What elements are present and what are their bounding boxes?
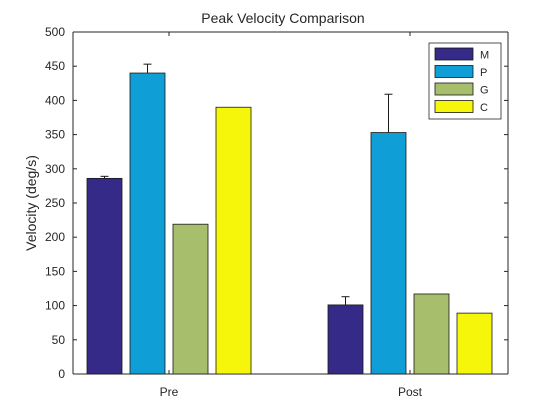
legend-label-c: C	[480, 102, 488, 114]
y-tick-label: 250	[45, 196, 65, 210]
bar-p-post	[371, 133, 406, 374]
bar-g-post	[414, 294, 449, 374]
y-axis-label: Velocity (deg/s)	[23, 155, 39, 251]
y-tick-label: 0	[58, 367, 65, 381]
bar-p-pre	[130, 73, 165, 374]
y-tick-label: 450	[45, 59, 65, 73]
x-tick-label: Pre	[160, 385, 179, 399]
y-tick-label: 100	[45, 299, 65, 313]
bar-c-pre	[216, 107, 251, 374]
y-tick-label: 400	[45, 93, 65, 107]
y-tick-label: 200	[45, 230, 65, 244]
y-tick-label: 150	[45, 264, 65, 278]
y-tick-label: 500	[45, 25, 65, 39]
y-tick-label: 350	[45, 128, 65, 142]
legend-swatch-g	[435, 83, 473, 95]
y-tick-label: 300	[45, 162, 65, 176]
bar-m-pre	[87, 178, 122, 374]
legend-label-g: G	[480, 85, 489, 97]
legend-label-m: M	[480, 50, 489, 62]
bar-m-post	[328, 305, 363, 374]
legend-swatch-m	[435, 48, 473, 60]
legend-swatch-c	[435, 101, 473, 113]
y-tick-label: 50	[52, 333, 66, 347]
chart-title: Peak Velocity Comparison	[201, 10, 364, 26]
legend-swatch-p	[435, 66, 473, 78]
legend-label-p: P	[480, 67, 487, 79]
bar-g-pre	[173, 224, 208, 374]
x-tick-label: Post	[398, 385, 423, 399]
bar-c-post	[457, 313, 492, 374]
